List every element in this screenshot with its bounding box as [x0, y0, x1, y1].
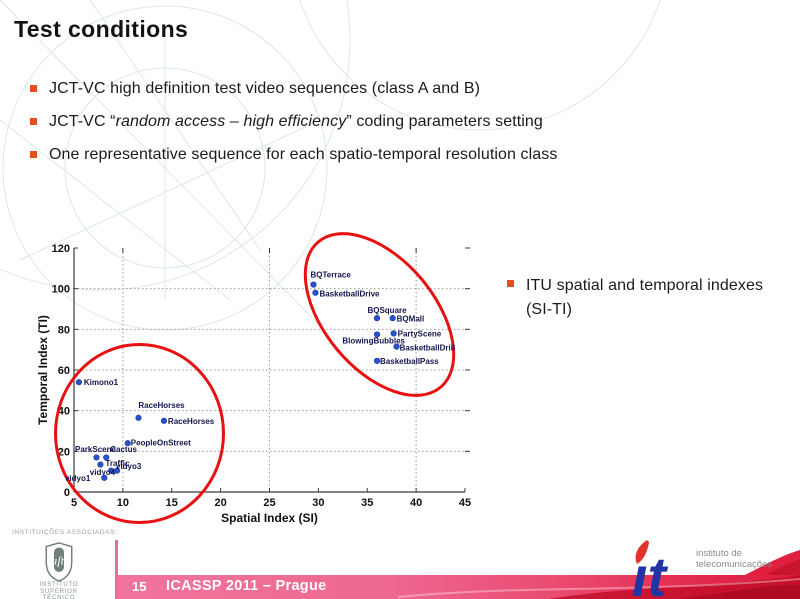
data-point-label-PartyScene: PartyScene	[398, 329, 442, 338]
data-point-label-Traffic: Traffic	[105, 459, 130, 468]
x-tick-label: 25	[263, 497, 275, 509]
x-tick-label: 45	[459, 497, 471, 509]
data-point-label-PeopleOnStreet: PeopleOnStreet	[131, 439, 191, 448]
data-point-label-vidyo3: vidyo3	[116, 462, 142, 471]
si-ti-scatter-chart: 5 10 15 20 25 30 35 40 45 0 20 40 60 80 100 120 Spatial …	[36, 226, 486, 536]
data-point-Kimono1	[75, 379, 82, 386]
y-tick-label: 100	[52, 284, 70, 296]
data-point-PartyScene	[390, 330, 397, 337]
data-point-BasketballDrill	[393, 343, 400, 350]
cluster-ellipse-low-resolution-cluster	[54, 343, 225, 524]
bullet-square-icon	[30, 85, 37, 92]
y-tick-label: 40	[58, 406, 70, 418]
x-tick-label: 40	[410, 497, 422, 509]
y-tick-label: 0	[64, 487, 70, 499]
x-tick-label: 35	[361, 497, 373, 509]
data-point-RaceHorses	[160, 417, 168, 424]
footer-divider-stripe	[115, 540, 118, 599]
data-point-label-BQMall: BQMall	[397, 315, 425, 324]
data-point-Cactus	[103, 454, 110, 461]
data-point-vidyo1	[101, 474, 108, 481]
data-point-BlowingBubbles	[373, 331, 381, 338]
bullet-list: JCT-VC high definition test video sequen…	[30, 79, 750, 178]
data-point-label-RaceHorses: RaceHorses	[138, 401, 185, 410]
bullet-square-icon	[30, 118, 37, 125]
footer-band-waves	[397, 575, 800, 599]
data-point-label-Cactus: Cactus	[110, 445, 137, 454]
y-axis-title: Temporal Index (TI)	[36, 315, 50, 425]
side-bullet-item: ITU spatial and temporal indexes (SI-TI)	[507, 274, 775, 322]
side-bullet-text: ITU spatial and temporal indexes (SI-TI)	[526, 277, 764, 318]
footer-band: 15 ICASSP 2011 – Prague	[118, 575, 800, 599]
conference-title: ICASSP 2011 – Prague	[166, 578, 327, 594]
x-axis-title: Spatial Index (SI)	[221, 511, 318, 525]
bullet-text-3: One representative sequence for each spa…	[49, 146, 558, 163]
data-point-ParkScene	[93, 454, 100, 461]
data-point-BQSquare	[373, 315, 381, 322]
data-point-label-BasketballDrill: BasketballDrill	[400, 344, 456, 353]
bullet-item-3: One representative sequence for each spa…	[30, 145, 750, 164]
data-point-label-ParkScene: ParkScene	[75, 445, 116, 454]
data-point-BasketballPass	[373, 357, 381, 364]
data-point-RaceHorses	[135, 414, 142, 421]
x-tick-label: 5	[71, 497, 77, 509]
x-tick-label: 30	[312, 497, 324, 509]
data-point-label-BasketballPass: BasketballPass	[380, 357, 439, 366]
it-name: instituto de telecomunicações	[696, 548, 773, 570]
data-point-label-vidyo1: vidyo1	[65, 474, 91, 483]
it-logo: ıt	[632, 540, 669, 599]
data-point-vidyo3	[113, 467, 121, 474]
slide-title: Test conditions	[14, 16, 189, 42]
bullet-square-icon	[507, 280, 514, 287]
data-point-label-BQTerrace: BQTerrace	[310, 271, 351, 280]
cluster-ellipse-high-resolution-cluster	[303, 232, 456, 397]
associations-label: INSTITUIÇÕES ASSOCIADAS:	[12, 529, 118, 536]
bullet-text-2: JCT-VC “random access – high efficiency”…	[49, 113, 543, 130]
bullet-item-2: JCT-VC “random access – high efficiency”…	[30, 112, 750, 131]
bullet-text-1: JCT-VC high definition test video sequen…	[49, 80, 481, 97]
ist-shield-logo: ıſt	[45, 542, 73, 582]
it-logo-text: ıt	[632, 545, 669, 599]
bullet-item-1: JCT-VC high definition test video sequen…	[30, 79, 750, 98]
x-tick-label: 20	[215, 497, 227, 509]
ist-monogram: ıſt	[54, 554, 65, 568]
page-number: 15	[132, 579, 147, 594]
x-tick-label: 15	[166, 497, 178, 509]
y-tick-label: 80	[58, 324, 70, 336]
data-point-Traffic	[97, 461, 104, 468]
data-point-BasketballDrive	[312, 289, 319, 296]
data-point-label-BQSquare: BQSquare	[367, 306, 407, 315]
data-point-PeopleOnStreet	[124, 440, 131, 447]
data-point-label-RaceHorses: RaceHorses	[168, 417, 215, 426]
it-logo-red-accent	[635, 540, 649, 564]
x-tick-label: 10	[117, 497, 129, 509]
y-tick-label: 120	[52, 243, 70, 255]
footer-corner-shape	[745, 550, 800, 575]
data-point-label-BlowingBubbles: BlowingBubbles	[342, 336, 405, 345]
ist-name-lines: INSTITUTO SUPERIOR TÉCNICO	[39, 582, 79, 599]
data-point-label-vidyo4: vidyo4	[90, 468, 116, 477]
bullet-square-icon	[30, 151, 37, 158]
y-tick-label: 20	[58, 446, 70, 458]
data-point-BQTerrace	[310, 281, 317, 288]
data-point-label-Kimono1: Kimono1	[84, 378, 119, 387]
y-tick-label: 60	[58, 365, 70, 377]
data-point-label-BasketballDrive: BasketballDrive	[319, 290, 380, 299]
data-point-BQMall	[389, 315, 396, 322]
